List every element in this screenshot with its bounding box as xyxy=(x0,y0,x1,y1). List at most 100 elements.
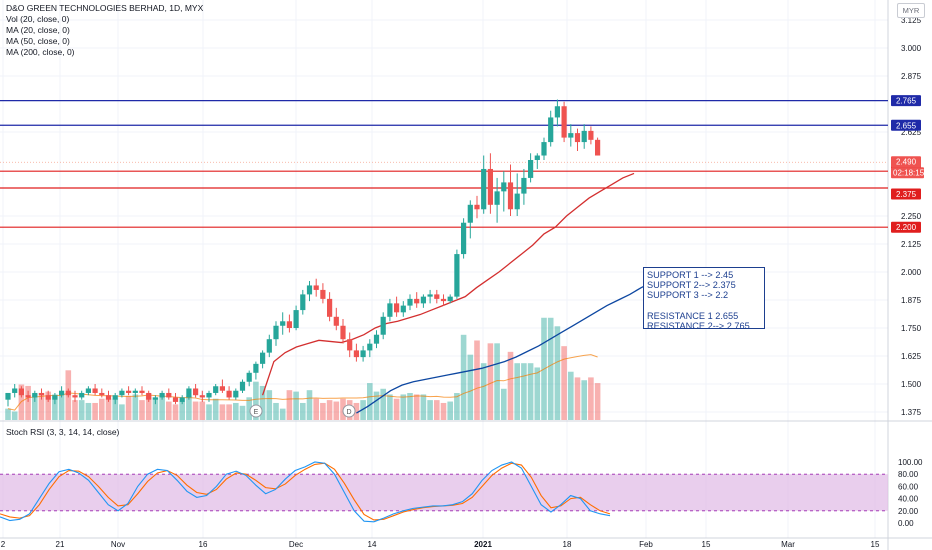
volume-bar xyxy=(293,391,299,420)
moving-averages xyxy=(261,172,665,414)
volume-bar xyxy=(273,402,279,420)
volume-bar xyxy=(266,390,273,420)
candle-body xyxy=(347,339,353,351)
candle-body xyxy=(467,204,473,223)
volume-bar xyxy=(474,340,480,420)
volume-bar xyxy=(574,377,581,420)
candle-body xyxy=(474,204,480,210)
stoch-band xyxy=(0,474,888,511)
candle-body xyxy=(367,343,373,351)
candle-body xyxy=(461,222,467,255)
candle-body xyxy=(132,390,138,393)
volume-bar xyxy=(353,402,360,420)
price-levels xyxy=(0,100,888,228)
candle-body xyxy=(293,310,299,328)
candle-body xyxy=(206,392,212,398)
volume-bar xyxy=(246,397,252,420)
volume-bar xyxy=(300,402,306,420)
volume-bar xyxy=(487,343,494,420)
time-tick-label: 15 xyxy=(702,540,711,549)
candle-body xyxy=(246,372,252,382)
volume-bar xyxy=(72,400,78,420)
volume-bar xyxy=(206,404,212,420)
candle-body xyxy=(434,294,440,299)
candle-body xyxy=(327,298,333,317)
legend-volume[interactable]: Vol (20, close, 0) xyxy=(6,14,70,24)
volume-bar xyxy=(554,326,561,420)
candle-body xyxy=(79,392,85,398)
volume-bar xyxy=(199,401,206,420)
candle-body xyxy=(595,139,601,156)
volume-bar xyxy=(420,394,427,420)
candle-body xyxy=(420,296,426,304)
candle-body xyxy=(226,390,232,398)
volume-bar xyxy=(132,394,139,420)
stoch-tick-label: 80.00 xyxy=(898,470,919,479)
volume-bar xyxy=(279,408,286,420)
volume-bar xyxy=(447,401,453,420)
volume-bar xyxy=(467,354,474,420)
volume-bar xyxy=(233,402,239,420)
candle-body xyxy=(487,168,493,205)
candle-body xyxy=(313,285,319,290)
price-tick-label: 2.000 xyxy=(901,268,922,277)
volume-bar xyxy=(427,400,433,420)
volume-bar xyxy=(45,391,51,420)
candle-body xyxy=(213,386,219,393)
volume-bar xyxy=(454,393,460,420)
time-tick-label: Mar xyxy=(781,540,795,549)
legend-ma20[interactable]: MA (20, close, 0) xyxy=(6,25,70,35)
candle-body xyxy=(179,397,185,402)
volume-bar xyxy=(179,401,185,420)
volume-bar xyxy=(588,377,594,420)
volume-bar xyxy=(219,404,226,420)
note-line: RESISTANCE 2--> 2.765 xyxy=(647,320,750,331)
volume-bar xyxy=(125,395,132,420)
volume-bar xyxy=(393,398,400,420)
volume-bar xyxy=(333,401,340,420)
price-tick-label: 2.875 xyxy=(901,72,922,81)
time-tick-label: 18 xyxy=(563,540,572,549)
legend-ma200[interactable]: MA (200, close, 0) xyxy=(6,47,75,57)
legend-stoch-rsi[interactable]: Stoch RSI (3, 3, 14, 14, close) xyxy=(6,427,120,437)
price-tick-label: 1.750 xyxy=(901,324,922,333)
candle-body xyxy=(574,133,581,143)
currency-button[interactable]: MYR xyxy=(897,3,925,18)
candle-body xyxy=(501,182,507,192)
price-tick-label: 2.125 xyxy=(901,240,922,249)
price-tick-label: 1.375 xyxy=(901,408,922,417)
note-line: SUPPORT 1 --> 2.45 xyxy=(647,270,734,280)
candle-body xyxy=(514,193,520,210)
candle-body xyxy=(233,390,239,398)
candle-body xyxy=(320,289,326,299)
volume-bar xyxy=(38,393,45,420)
level-label-text: 2.765 xyxy=(896,97,917,106)
stoch-tick-label: 40.00 xyxy=(898,495,919,504)
volume-bar xyxy=(11,411,18,420)
event-marker-label: E xyxy=(254,409,259,416)
candle-body xyxy=(528,160,534,178)
volume-bar xyxy=(494,343,500,420)
candle-body xyxy=(32,392,38,398)
candle-body xyxy=(186,388,192,398)
price-tick-label: 2.250 xyxy=(901,212,922,221)
volume-bar xyxy=(413,394,420,420)
countdown-text: 02:18:15 xyxy=(893,169,925,178)
candle-body xyxy=(266,339,272,353)
price-tick-label: 3.000 xyxy=(901,44,922,53)
level-label-text: 2.655 xyxy=(896,121,917,130)
price-tick-label: 3.125 xyxy=(901,16,922,25)
candles xyxy=(5,99,601,407)
volume-bar xyxy=(594,383,601,420)
time-tick-label: 16 xyxy=(199,540,208,549)
candle-body xyxy=(12,388,18,393)
volume-bar xyxy=(360,400,366,420)
legend-ma50[interactable]: MA (50, close, 0) xyxy=(6,36,70,46)
stoch-tick-label: 100.00 xyxy=(898,458,923,467)
candle-body xyxy=(400,305,406,313)
time-axis: 2 21 Nov 16 Dec 14 2021 18 Feb 15 Mar 15 xyxy=(1,540,880,549)
candle-body xyxy=(99,392,105,396)
volume-bar xyxy=(568,371,574,420)
legend-symbol[interactable]: D&O GREEN TECHNOLOGIES BERHAD, 1D, MYX xyxy=(6,3,204,13)
volume-bar xyxy=(112,398,118,420)
